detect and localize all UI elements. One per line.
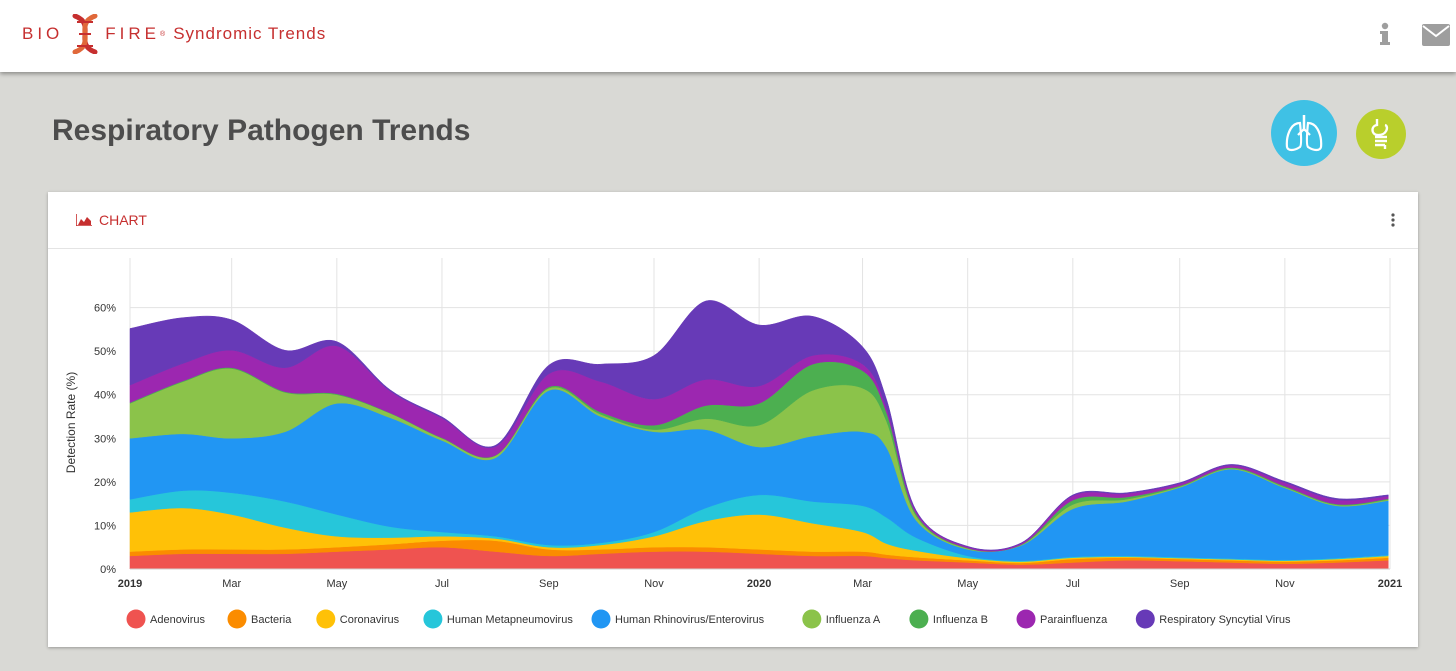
top-bar: BIO FIRE ® Syndromic Trends (0, 0, 1456, 72)
legend-item[interactable]: Parainfluenza (1016, 609, 1109, 629)
y-tick-label: 40% (94, 390, 116, 402)
legend-label: Coronavirus (340, 614, 400, 626)
y-axis-label: Detection Rate (%) (64, 372, 78, 473)
legend-swatch (126, 609, 146, 629)
mail-icon[interactable] (1422, 24, 1450, 46)
x-tick-label: Mar (853, 578, 872, 590)
stacked-area-chart: 0% 10% 20% 30% 40% 50% 60% 2019 Mar May Jul Sep Nov 2… (64, 258, 1402, 629)
info-icon[interactable] (1377, 22, 1393, 46)
legend-label: Parainfluenza (1040, 614, 1108, 626)
y-tick-label: 60% (94, 303, 116, 315)
legend-label: Respiratory Syncytial Virus (1159, 614, 1291, 626)
y-tick-label: 20% (94, 477, 116, 489)
legend-label: Human Metapneumovirus (447, 614, 573, 626)
x-tick-label: Nov (644, 578, 664, 590)
legend-swatch (227, 609, 247, 629)
legend-item[interactable]: Bacteria (227, 609, 293, 629)
x-tick-label: Nov (1275, 578, 1295, 590)
chart-legend: Adenovirus Bacteria Coronavirus Human Metap… (126, 609, 1291, 629)
legend-swatch (591, 609, 611, 629)
legend-swatch (1135, 609, 1155, 629)
brand-left: BIO (22, 24, 64, 43)
respiratory-panel-button[interactable] (1271, 100, 1337, 166)
legend-label: Adenovirus (150, 614, 206, 626)
legend-item[interactable]: Influenza A (802, 609, 881, 629)
legend-item[interactable]: Human Metapneumovirus (423, 609, 573, 629)
x-tick-label: 2021 (1378, 578, 1402, 590)
legend-label: Bacteria (251, 614, 292, 626)
legend-item[interactable]: Adenovirus (126, 609, 206, 629)
chart-card: CHART 0% 10% 20% 30% 40% 50% 60% 2019 Mar May Jul S… (48, 192, 1418, 647)
y-tick-label: 10% (94, 520, 116, 532)
legend-item[interactable]: Respiratory Syncytial Virus (1135, 609, 1291, 629)
lungs-icon (1285, 115, 1323, 152)
kebab-menu-icon[interactable] (1390, 212, 1396, 228)
card-header: CHART (48, 192, 1418, 249)
legend-swatch (1016, 609, 1036, 629)
product-name: Syndromic Trends (173, 24, 327, 43)
legend-item[interactable]: Coronavirus (316, 609, 400, 629)
legend-label: Influenza A (826, 614, 881, 626)
area-respiratory-syncytial-virus[interactable] (129, 300, 1389, 551)
stomach-icon (1371, 119, 1389, 149)
x-tick-label: Sep (539, 578, 559, 590)
x-tick-label: May (326, 578, 347, 590)
brand-registered: ® (160, 30, 166, 38)
legend-label: Human Rhinovirus/Enterovirus (615, 614, 765, 626)
legend-item[interactable]: Influenza B (909, 609, 988, 629)
chart-tab-label: CHART (99, 212, 147, 228)
y-tick-label: 50% (94, 346, 116, 358)
x-tick-label: Sep (1170, 578, 1190, 590)
legend-label: Influenza B (933, 614, 988, 626)
y-tick-label: 30% (94, 433, 116, 445)
brand-logo[interactable]: BIO FIRE ® Syndromic Trends (22, 14, 326, 54)
legend-item[interactable]: Human Rhinovirus/Enterovirus (591, 609, 765, 629)
x-tick-label: Jul (435, 578, 449, 590)
x-tick-label: Mar (222, 578, 241, 590)
gastro-panel-button[interactable] (1356, 109, 1406, 159)
legend-swatch (316, 609, 336, 629)
x-tick-label: 2019 (118, 578, 142, 590)
chart-areas (129, 300, 1389, 570)
area-chart-icon (76, 214, 92, 226)
dna-helix-icon (72, 14, 98, 54)
chart-tab[interactable]: CHART (76, 212, 147, 228)
x-tick-label: 2020 (747, 578, 771, 590)
y-tick-label: 0% (100, 564, 116, 576)
legend-swatch (909, 609, 929, 629)
legend-swatch (802, 609, 822, 629)
brand-right: FIRE (105, 24, 161, 43)
x-tick-label: Jul (1066, 578, 1080, 590)
page-title: Respiratory Pathogen Trends (52, 114, 471, 147)
legend-swatch (423, 609, 443, 629)
x-tick-label: May (957, 578, 978, 590)
